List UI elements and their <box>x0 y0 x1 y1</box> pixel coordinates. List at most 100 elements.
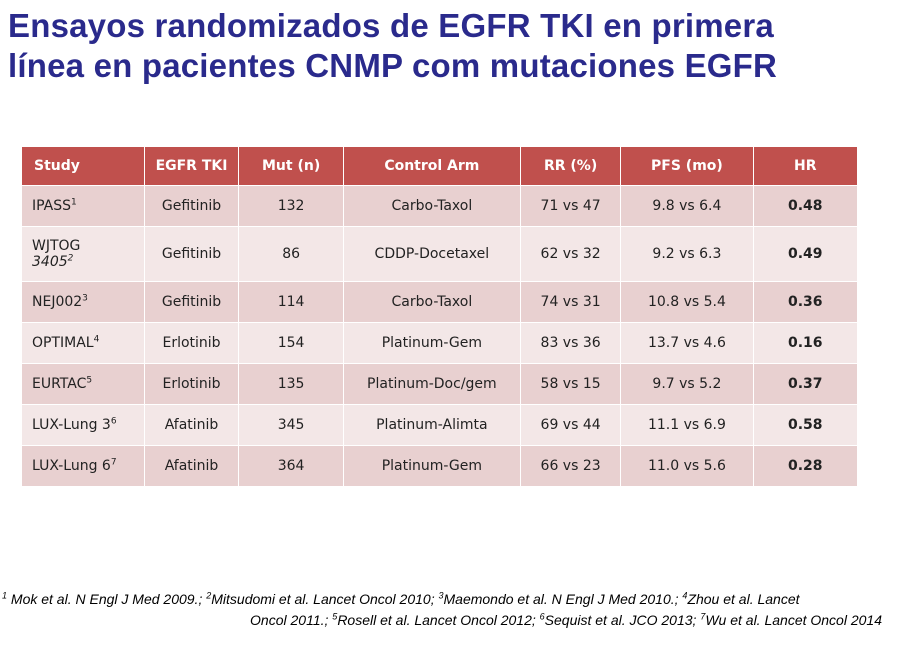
footnote-ref-number: 3 <box>438 590 444 601</box>
reference-number: 2 <box>67 253 74 264</box>
header-egfr-tki: EGFR TKI <box>143 146 240 186</box>
footnote-citation: Mok et al. N Engl J Med 2009.; <box>7 591 207 607</box>
footnote-citation: Rosell et al. Lancet Oncol 2012; <box>337 612 540 628</box>
mut-cell: 114 <box>238 281 344 323</box>
pfs-cell: 13.7 vs 4.6 <box>620 322 754 364</box>
tki-cell: Erlotinib <box>143 322 240 364</box>
study-cell: LUX-Lung 67 <box>21 445 145 487</box>
slide-title: Ensayos randomizados de EGFR TKI en prim… <box>8 6 888 86</box>
hr-cell: 0.16 <box>752 322 859 364</box>
tki-cell: Afatinib <box>143 445 240 487</box>
table-row: OPTIMAL4 Erlotinib 154 Platinum-Gem 83 vs 36… <box>21 322 859 364</box>
study-name-line2: 34052 <box>32 254 138 270</box>
reference-number: 6 <box>110 416 117 427</box>
mut-cell: 154 <box>238 322 344 364</box>
control-cell: CDDP-Docetaxel <box>342 226 521 282</box>
footnote-ref-number: 7 <box>700 611 706 622</box>
footnote-line2: Oncol 2011.; 5Rosell et al. Lancet Oncol… <box>0 610 900 631</box>
footnote-citation: Mitsudomi et al. Lancet Oncol 2010; <box>211 591 439 607</box>
table-row: LUX-Lung 36 Afatinib 345 Platinum-Alimta 69 … <box>21 404 859 446</box>
table-row: WJTOG 34052 Gefitinib 86 CDDP-Docetaxel 62 vs… <box>21 226 859 282</box>
reference-number: 1 <box>71 197 77 208</box>
tki-cell: Erlotinib <box>143 363 240 405</box>
table-row: EURTAC5 Erlotinib 135 Platinum-Doc/gem 58 vs… <box>21 363 859 405</box>
header-control-arm: Control Arm <box>342 146 521 186</box>
pfs-cell: 10.8 vs 5.4 <box>620 281 754 323</box>
hr-cell: 0.49 <box>752 226 859 282</box>
table-row: LUX-Lung 67 Afatinib 364 Platinum-Gem 66 vs … <box>21 445 859 487</box>
rr-cell: 83 vs 36 <box>519 322 622 364</box>
pfs-cell: 11.1 vs 6.9 <box>620 404 754 446</box>
hr-cell: 0.37 <box>752 363 859 405</box>
rr-cell: 74 vs 31 <box>519 281 622 323</box>
control-cell: Platinum-Gem <box>342 445 521 487</box>
rr-cell: 69 vs 44 <box>519 404 622 446</box>
hr-cell: 0.28 <box>752 445 859 487</box>
reference-number: 7 <box>110 457 117 468</box>
footnote-citation: Oncol 2011.; <box>250 612 333 628</box>
mut-cell: 345 <box>238 404 344 446</box>
header-rr: RR (%) <box>519 146 622 186</box>
reference-number: 3 <box>82 293 88 304</box>
rr-cell: 66 vs 23 <box>519 445 622 487</box>
mut-cell: 135 <box>238 363 344 405</box>
study-name: IPASS <box>32 198 72 214</box>
footnote-line1: 1 Mok et al. N Engl J Med 2009.; 2Mitsud… <box>0 589 900 610</box>
header-pfs: PFS (mo) <box>620 146 754 186</box>
footnote-citation: Zhou et al. Lancet <box>687 591 800 607</box>
study-name: EURTAC <box>32 376 87 392</box>
study-name: WJTOG <box>32 238 81 254</box>
mut-cell: 86 <box>238 226 344 282</box>
study-cell: WJTOG 34052 <box>21 226 145 282</box>
table-row: NEJ0023 Gefitinib 114 Carbo-Taxol 74 vs 31 10… <box>21 281 859 323</box>
tki-cell: Gefitinib <box>143 185 240 227</box>
mut-cell: 132 <box>238 185 344 227</box>
footnote-ref-number: 2 <box>206 590 212 601</box>
pfs-cell: 9.7 vs 5.2 <box>620 363 754 405</box>
table-row: IPASS1 Gefitinib 132 Carbo-Taxol 71 vs 47 9.8… <box>21 185 859 227</box>
table-header-row: Study EGFR TKI Mut (n) Control Arm RR (%… <box>21 146 859 186</box>
control-cell: Platinum-Gem <box>342 322 521 364</box>
pfs-cell: 9.2 vs 6.3 <box>620 226 754 282</box>
study-cell: OPTIMAL4 <box>21 322 145 364</box>
footnote-ref-number: 4 <box>682 590 688 601</box>
study-cell: NEJ0023 <box>21 281 145 323</box>
pfs-cell: 11.0 vs 5.6 <box>620 445 754 487</box>
footnote-citation: Sequist et al. JCO 2013; <box>544 612 701 628</box>
control-cell: Carbo-Taxol <box>342 185 521 227</box>
footnote-ref-number: 1 <box>2 590 8 601</box>
trials-table: Study EGFR TKI Mut (n) Control Arm RR (%… <box>21 146 859 487</box>
study-cell: IPASS1 <box>21 185 145 227</box>
hr-cell: 0.58 <box>752 404 859 446</box>
header-mut-n: Mut (n) <box>238 146 344 186</box>
study-name: LUX-Lung 3 <box>32 417 111 433</box>
mut-cell: 364 <box>238 445 344 487</box>
slide-title-line2: línea en pacientes CNMP com mutaciones E… <box>8 47 778 84</box>
study-name: OPTIMAL <box>32 335 94 351</box>
hr-cell: 0.48 <box>752 185 859 227</box>
footnote-citation: Wu et al. Lancet Oncol 2014 <box>705 612 882 628</box>
footnote-ref-number: 6 <box>539 611 545 622</box>
references-footnote: 1 Mok et al. N Engl J Med 2009.; 2Mitsud… <box>0 589 900 631</box>
study-name: NEJ002 <box>32 294 83 310</box>
rr-cell: 62 vs 32 <box>519 226 622 282</box>
control-cell: Platinum-Alimta <box>342 404 521 446</box>
study-name: LUX-Lung 6 <box>32 458 111 474</box>
study-cell: EURTAC5 <box>21 363 145 405</box>
reference-number: 5 <box>86 375 93 386</box>
reference-number: 4 <box>93 334 100 345</box>
tki-cell: Afatinib <box>143 404 240 446</box>
slide-title-line1: Ensayos randomizados de EGFR TKI en prim… <box>8 7 774 44</box>
control-cell: Platinum-Doc/gem <box>342 363 521 405</box>
header-hr: HR <box>752 146 859 186</box>
rr-cell: 58 vs 15 <box>519 363 622 405</box>
hr-cell: 0.36 <box>752 281 859 323</box>
study-name-line2-text: 3405 <box>32 254 68 270</box>
pfs-cell: 9.8 vs 6.4 <box>620 185 754 227</box>
tki-cell: Gefitinib <box>143 281 240 323</box>
footnote-citation: Maemondo et al. N Engl J Med 2010.; <box>443 591 683 607</box>
tki-cell: Gefitinib <box>143 226 240 282</box>
header-study: Study <box>21 146 145 186</box>
control-cell: Carbo-Taxol <box>342 281 521 323</box>
study-cell: LUX-Lung 36 <box>21 404 145 446</box>
